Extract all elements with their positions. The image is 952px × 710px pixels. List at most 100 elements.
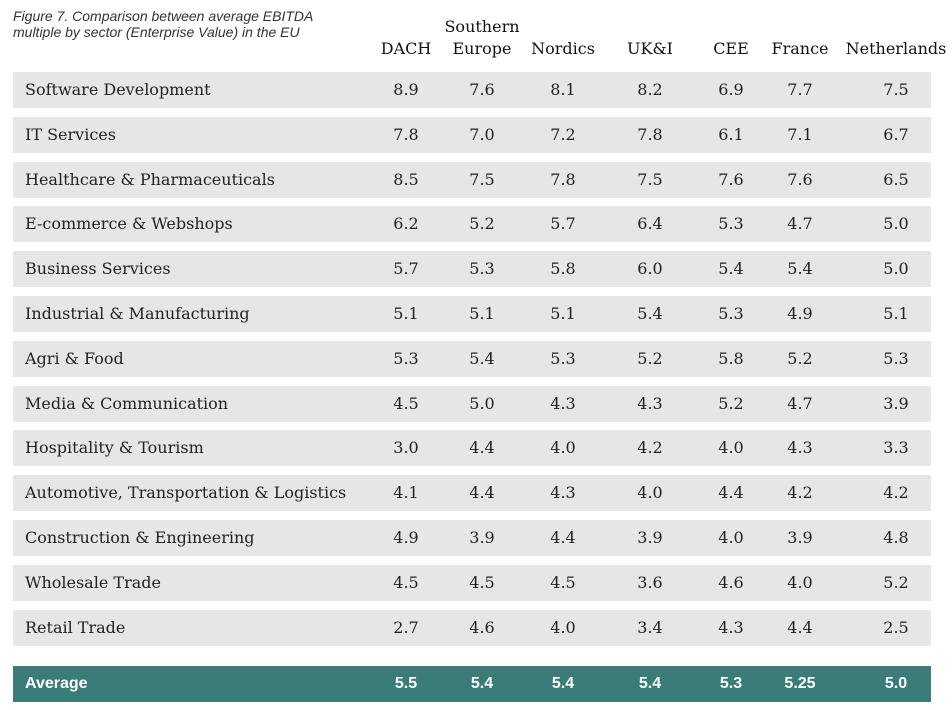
average-cell: 5.0: [884, 675, 908, 692]
table-cell: 4.5: [469, 573, 495, 592]
sector-label: Wholesale Trade: [25, 573, 161, 592]
column-header-line: UK&I: [627, 39, 673, 58]
sector-label: Industrial & Manufacturing: [25, 304, 250, 323]
table-cell: 3.3: [883, 438, 909, 457]
table-cell: 4.7: [787, 214, 813, 233]
table-cell: 4.2: [883, 483, 909, 502]
table-row: Construction & Engineering 4.9 3.9 4.4 3.9 4.…: [13, 520, 931, 556]
average-cell: 5.5: [394, 675, 418, 692]
table-row: Business Services 5.7 5.3 5.8 6.0 5.4 5.4 5.0: [13, 251, 931, 287]
column-header-line: DACH: [380, 39, 432, 58]
table-cell: 6.4: [637, 214, 663, 233]
average-cell: 5.25: [784, 675, 816, 692]
table-cell: 6.9: [718, 80, 744, 99]
table-cell: 5.4: [469, 349, 495, 368]
table-cell: 3.9: [883, 394, 909, 413]
column-header-line: Nordics: [531, 39, 595, 58]
sector-label: E-commerce & Webshops: [25, 214, 233, 233]
table-cell: 4.9: [787, 304, 813, 323]
table-cell: 8.2: [637, 80, 663, 99]
column-header: DACH: [346, 38, 466, 60]
table-cell: 6.5: [883, 170, 909, 189]
table-row: Media & Communication 4.5 5.0 4.3 4.3 5.2 4.7 3…: [13, 386, 931, 422]
table-cell: 5.3: [550, 349, 576, 368]
table-cell: 7.6: [469, 80, 495, 99]
table-cell: 5.8: [550, 259, 576, 278]
table-cell: 4.5: [393, 573, 419, 592]
average-label: Average: [25, 675, 88, 692]
table-cell: 4.4: [718, 483, 744, 502]
table-row: IT Services 7.8 7.0 7.2 7.8 6.1 7.1 6.7: [13, 117, 931, 153]
table-row: E-commerce & Webshops 6.2 5.2 5.7 6.4 5.3 4.7 5…: [13, 206, 931, 242]
table-cell: 5.0: [883, 214, 909, 233]
table-cell: 7.8: [393, 125, 419, 144]
table-cell: 4.0: [637, 483, 663, 502]
column-header: Nordics: [503, 38, 623, 60]
table-cell: 5.1: [550, 304, 576, 323]
table-cell: 4.9: [393, 528, 419, 547]
table-cell: 4.3: [637, 394, 663, 413]
table-cell: 7.6: [787, 170, 813, 189]
table-cell: 2.7: [393, 618, 419, 637]
table-cell: 5.1: [393, 304, 419, 323]
table-cell: 5.2: [469, 214, 495, 233]
column-header: Southern Europe: [422, 16, 542, 60]
table-row: Agri & Food 5.3 5.4 5.3 5.2 5.8 5.2 5.3: [13, 341, 931, 377]
sector-label: Media & Communication: [25, 394, 229, 413]
table-cell: 3.6: [637, 573, 663, 592]
table-cell: 7.5: [469, 170, 495, 189]
table-cell: 4.4: [469, 438, 495, 457]
table-row: Hospitality & Tourism 3.0 4.4 4.0 4.2 4.0 4.3 3…: [13, 430, 931, 466]
table-cell: 5.2: [787, 349, 813, 368]
table-cell: 7.6: [718, 170, 744, 189]
table-cell: 8.5: [393, 170, 419, 189]
table-row: Healthcare & Pharmaceuticals 8.5 7.5 7.8 7.5…: [13, 162, 931, 198]
table-row: Automotive, Transportation & Logistics 4.…: [13, 475, 931, 511]
table-cell: 4.5: [393, 394, 419, 413]
table-cell: 5.3: [469, 259, 495, 278]
column-header-line: Southern: [444, 17, 520, 36]
table-cell: 5.2: [718, 394, 744, 413]
average-cell: 5.3: [719, 675, 743, 692]
table-cell: 4.2: [787, 483, 813, 502]
table-cell: 5.3: [393, 349, 419, 368]
table-cell: 4.4: [787, 618, 813, 637]
table-cell: 4.3: [550, 483, 576, 502]
table-row: Software Development 8.9 7.6 8.1 8.2 6.9 7.7 7.…: [13, 72, 931, 108]
table-cell: 4.3: [550, 394, 576, 413]
table-cell: 5.7: [393, 259, 419, 278]
column-header-line: Europe: [452, 39, 512, 58]
average-cell: 5.4: [638, 675, 662, 692]
table-cell: 6.7: [883, 125, 909, 144]
table-cell: 4.4: [550, 528, 576, 547]
table-cell: 7.5: [637, 170, 663, 189]
table-cell: 2.5: [883, 618, 909, 637]
table-cell: 5.3: [718, 304, 744, 323]
average-cell: 5.4: [470, 675, 494, 692]
table-cell: 7.2: [550, 125, 576, 144]
table-cell: 5.3: [883, 349, 909, 368]
table-cell: 4.6: [469, 618, 495, 637]
table-cell: 7.1: [787, 125, 813, 144]
table-cell: 4.3: [787, 438, 813, 457]
table-cell: 5.4: [637, 304, 663, 323]
table-cell: 6.0: [637, 259, 663, 278]
table-cell: 3.0: [393, 438, 419, 457]
table-cell: 3.4: [637, 618, 663, 637]
table-cell: 7.8: [637, 125, 663, 144]
table-cell: 5.8: [718, 349, 744, 368]
table-cell: 4.0: [550, 618, 576, 637]
table-cell: 6.2: [393, 214, 419, 233]
figure-caption: Figure 7. Comparison between average EBI…: [13, 8, 313, 40]
table-cell: 3.9: [787, 528, 813, 547]
sector-label: Business Services: [25, 259, 171, 278]
table-cell: 5.1: [469, 304, 495, 323]
table-cell: 4.4: [469, 483, 495, 502]
column-header-line: Netherlands: [845, 39, 947, 58]
table-cell: 5.2: [637, 349, 663, 368]
table-cell: 4.6: [718, 573, 744, 592]
table-cell: 4.0: [718, 438, 744, 457]
table-cell: 4.2: [637, 438, 663, 457]
table-cell: 4.7: [787, 394, 813, 413]
table-cell: 7.0: [469, 125, 495, 144]
